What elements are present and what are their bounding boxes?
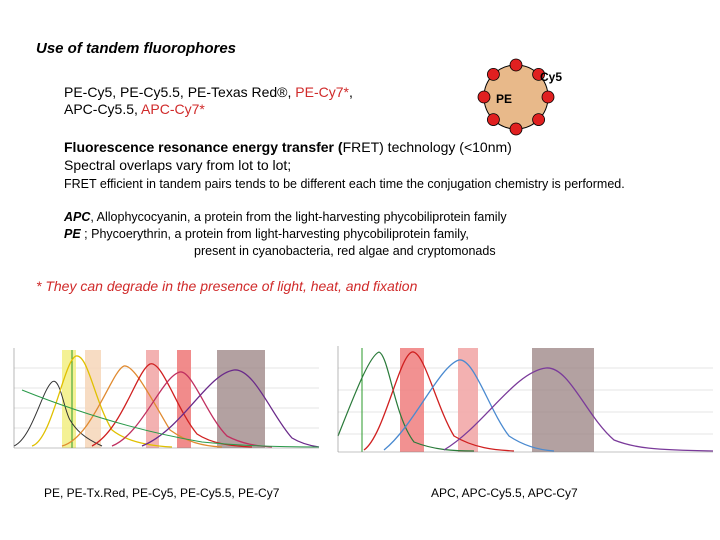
pe-cy5-curve [91, 363, 253, 448]
dye-molecule [509, 122, 523, 136]
pe-plot-area [14, 348, 319, 448]
fret-abbr: FRET [342, 139, 380, 155]
tandem-pe-cy7: PE-Cy7* [295, 84, 349, 100]
apc-spectra-caption: APC, APC-Cy5.5, APC-Cy7 [431, 486, 578, 500]
page-title: Use of tandem fluorophores [36, 40, 237, 57]
spectral-overlap-text: Spectral overlaps vary from lot to lot; [64, 157, 292, 173]
pe-cy7-curve [141, 369, 320, 448]
pe-cy55-curve [111, 371, 273, 448]
apc-filter-band-3 [532, 348, 594, 452]
apc-term: APC [64, 210, 91, 224]
dye-molecule [541, 90, 555, 104]
pe-emission-curve [31, 355, 173, 448]
apc-filter-band-2 [458, 348, 478, 452]
tandem-list-line-1: PE-Cy5, PE-Cy5.5, PE-Texas Red®, PE-Cy7*… [64, 84, 353, 100]
dye-molecule [486, 67, 500, 81]
apc-spectra-figure [337, 346, 714, 453]
pe-filter-band-4 [177, 350, 191, 448]
apc-emission-curve [363, 351, 515, 452]
tandem-apc-cy7: APC-Cy7* [141, 101, 205, 117]
pe-spectra-caption: PE, PE-Tx.Red, PE-Cy5, PE-Cy5.5, PE-Cy7 [44, 486, 280, 500]
pe-filter-band-5 [217, 350, 265, 448]
tandem-list-comma: , [348, 84, 353, 100]
apc-absorption-curve [337, 351, 475, 452]
tandem-list-line-2: APC-Cy5.5, APC-Cy7* [64, 101, 205, 117]
apc-cy55-curve [383, 359, 555, 452]
pe-term: PE [64, 227, 81, 241]
tandem-list-pe: PE-Cy5, PE-Cy5.5, PE-Texas Red®, [64, 84, 296, 100]
apc-plot-area [338, 346, 713, 452]
apc-filter-band-1 [400, 348, 424, 452]
cy5-label: Cy5 [540, 70, 562, 84]
tandem-apc-cy55: APC-Cy5.5, [64, 101, 142, 117]
dye-molecule [477, 90, 491, 104]
pe-texas-red-curve [61, 365, 223, 448]
fret-heading: Fluorescence resonance energy transfer (… [64, 139, 512, 155]
pe-text: ; Phycoerythrin, a protein from light-ha… [80, 227, 469, 241]
fret-range: ) technology (<10nm) [379, 139, 512, 155]
apc-cy7-curve [443, 367, 714, 452]
fret-efficiency-text: FRET efficient in tandem pairs tends to … [64, 177, 625, 191]
fret-heading-bold: Fluorescence resonance energy transfer ( [64, 139, 343, 155]
pe-definition-cont: present in cyanobacteria, red algae and … [194, 244, 496, 258]
pe-spectra-figure [13, 348, 320, 449]
dye-molecule [532, 113, 545, 126]
dye-molecule [509, 58, 523, 72]
tandem-diagram: PE Cy5 [477, 58, 562, 136]
degradation-warning: * They can degrade in the presence of li… [36, 278, 418, 294]
apc-text: , Allophycocyanin, a protein from the li… [90, 210, 507, 224]
dye-molecule [486, 113, 500, 126]
apc-definition: APC, Allophycocyanin, a protein from the… [64, 210, 507, 224]
dye-molecule [532, 67, 545, 81]
pe-green-curve [21, 389, 320, 448]
pe-label: PE [496, 92, 512, 106]
pe-definition: PE ; Phycoerythrin, a protein from light… [64, 227, 469, 241]
